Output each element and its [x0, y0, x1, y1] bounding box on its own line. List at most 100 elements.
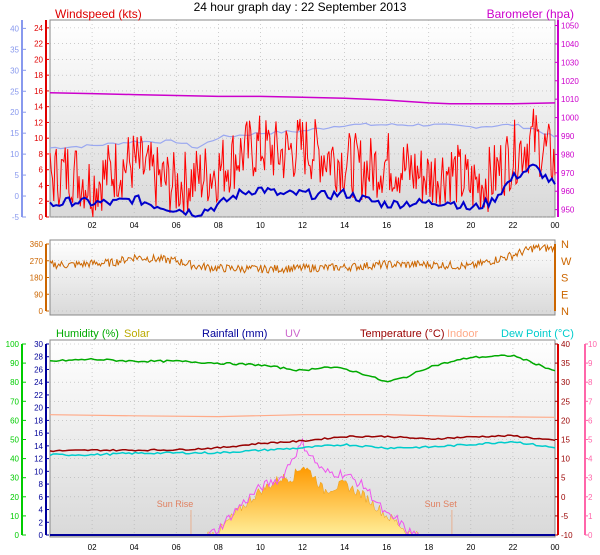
rainfall-tick-label: 22 [34, 391, 43, 400]
x-tick-label: 14 [340, 221, 349, 230]
x-tick-label: 10 [256, 543, 265, 552]
rainfall-tick-label: 28 [34, 353, 43, 362]
humidity-tick-label: 60 [10, 416, 19, 425]
barometer-axis-ticks: 950 960 970 980 990 1000 1010 1020 1030 1040 1050 [555, 20, 579, 217]
x-tick-label: 06 [172, 221, 181, 230]
sunset-label: Sun Set [425, 499, 458, 509]
legend-item: Rainfall (mm) [202, 328, 267, 340]
humidity-tick-label: 70 [10, 397, 19, 406]
windspeed-tick-label: 8 [39, 150, 44, 159]
outer-axis-tick-label: -5 [12, 213, 20, 222]
windspeed-tick-label: 10 [34, 134, 43, 143]
temp-x-axis-ticks: 02 04 06 08 10 12 14 16 18 20 22 00 [88, 543, 560, 552]
barometer-tick-label: 960 [561, 187, 575, 196]
x-tick-label: 10 [256, 221, 265, 230]
uv-tick-label: 3 [588, 474, 593, 483]
barometer-tick-label: 950 [561, 206, 575, 215]
rainfall-tick-label: 20 [34, 404, 43, 413]
temperature-tick-label: -10 [561, 531, 573, 540]
uv-tick-label: 8 [588, 378, 593, 387]
uv-tick-label: 9 [588, 359, 593, 368]
direction-grid [50, 243, 555, 312]
rainfall-tick-label: 26 [34, 365, 43, 374]
x-tick-label: 08 [214, 221, 223, 230]
x-tick-label: 04 [130, 543, 139, 552]
series-average-wind [49, 163, 556, 218]
humidity-tick-label: 100 [6, 340, 20, 349]
wind-baro-panel: 24 hour graph day : 22 September 2013 Wi… [10, 0, 579, 230]
windspeed-tick-label: 20 [34, 55, 43, 64]
direction-tick-label: 90 [34, 290, 43, 299]
x-tick-label: 06 [172, 543, 181, 552]
humidity-tick-label: 90 [10, 359, 19, 368]
legend-item: Indoor [447, 328, 479, 340]
x-tick-label: 22 [508, 221, 517, 230]
x-tick-label: 16 [382, 543, 391, 552]
windspeed-tick-label: 18 [34, 71, 43, 80]
uv-tick-label: 7 [588, 397, 593, 406]
chart-title: 24 hour graph day : 22 September 2013 [194, 0, 407, 14]
wind-grid [50, 20, 555, 218]
sunrise-label: Sun Rise [157, 499, 194, 509]
temperature-tick-label: 30 [561, 378, 570, 387]
legend-item: Temperature (°C) [360, 328, 444, 340]
humidity-tick-label: 0 [15, 531, 20, 540]
wind-baro-series [49, 91, 556, 218]
barometer-tick-label: 1010 [561, 95, 579, 104]
temp-humidity-legend: Humidity (%) Solar Rainfall (mm) UV Temperat… [56, 328, 574, 340]
legend-item: UV [285, 328, 301, 340]
rainfall-tick-label: 30 [34, 340, 43, 349]
series-indoor [49, 414, 556, 418]
rainfall-tick-label: 2 [39, 518, 44, 527]
barometer-tick-label: 1040 [561, 40, 579, 49]
wind-outer-axis-ticks: -5 0 5 10 15 20 25 30 35 40 [10, 20, 26, 222]
x-tick-label: 12 [298, 221, 307, 230]
x-tick-label: 02 [88, 221, 97, 230]
outer-axis-tick-label: 20 [10, 108, 19, 117]
humidity-tick-label: 30 [10, 474, 19, 483]
compass-tick-label: E [561, 289, 568, 301]
x-tick-label: 18 [424, 221, 433, 230]
humidity-tick-label: 20 [10, 493, 19, 502]
uv-tick-label: 5 [588, 436, 593, 445]
humidity-tick-label: 50 [10, 436, 19, 445]
compass-tick-label: N [561, 239, 569, 251]
rainfall-tick-label: 0 [39, 531, 44, 540]
series-temperature [49, 434, 556, 453]
rainfall-tick-label: 18 [34, 416, 43, 425]
windspeed-tick-label: 6 [39, 166, 44, 175]
compass-tick-label: N [561, 306, 569, 318]
direction-tick-label: 0 [39, 307, 44, 316]
direction-series [49, 243, 556, 274]
x-tick-label: 18 [424, 543, 433, 552]
temperature-tick-label: 20 [561, 416, 570, 425]
outer-axis-tick-label: 0 [15, 192, 20, 201]
outer-axis-tick-label: 30 [10, 66, 19, 75]
series-dew-point [49, 440, 556, 457]
series-barometer [49, 91, 556, 105]
series-humidity [49, 354, 556, 383]
x-tick-label: 00 [551, 221, 560, 230]
temp-humidity-panel: Humidity (%) Solar Rainfall (mm) UV Temperat… [6, 328, 598, 552]
series-solar [207, 466, 419, 536]
temperature-tick-label: 15 [561, 436, 570, 445]
humidity-tick-label: 10 [10, 512, 19, 521]
temperature-tick-label: 5 [561, 474, 566, 483]
rainfall-tick-label: 10 [34, 467, 43, 476]
windspeed-tick-label: 24 [34, 24, 43, 33]
direction-degree-ticks: 0 90 180 270 360 [30, 240, 49, 316]
x-tick-label: 16 [382, 221, 391, 230]
humidity-tick-label: 80 [10, 378, 19, 387]
rainfall-tick-label: 12 [34, 455, 43, 464]
outer-axis-tick-label: 15 [10, 129, 19, 138]
x-tick-label: 04 [130, 221, 139, 230]
uv-axis-ticks: 0 1 2 3 4 5 6 7 8 9 10 [584, 340, 597, 540]
series-wind-direction [49, 243, 556, 274]
x-tick-label: 20 [466, 543, 475, 552]
temperature-tick-label: -5 [561, 512, 569, 521]
